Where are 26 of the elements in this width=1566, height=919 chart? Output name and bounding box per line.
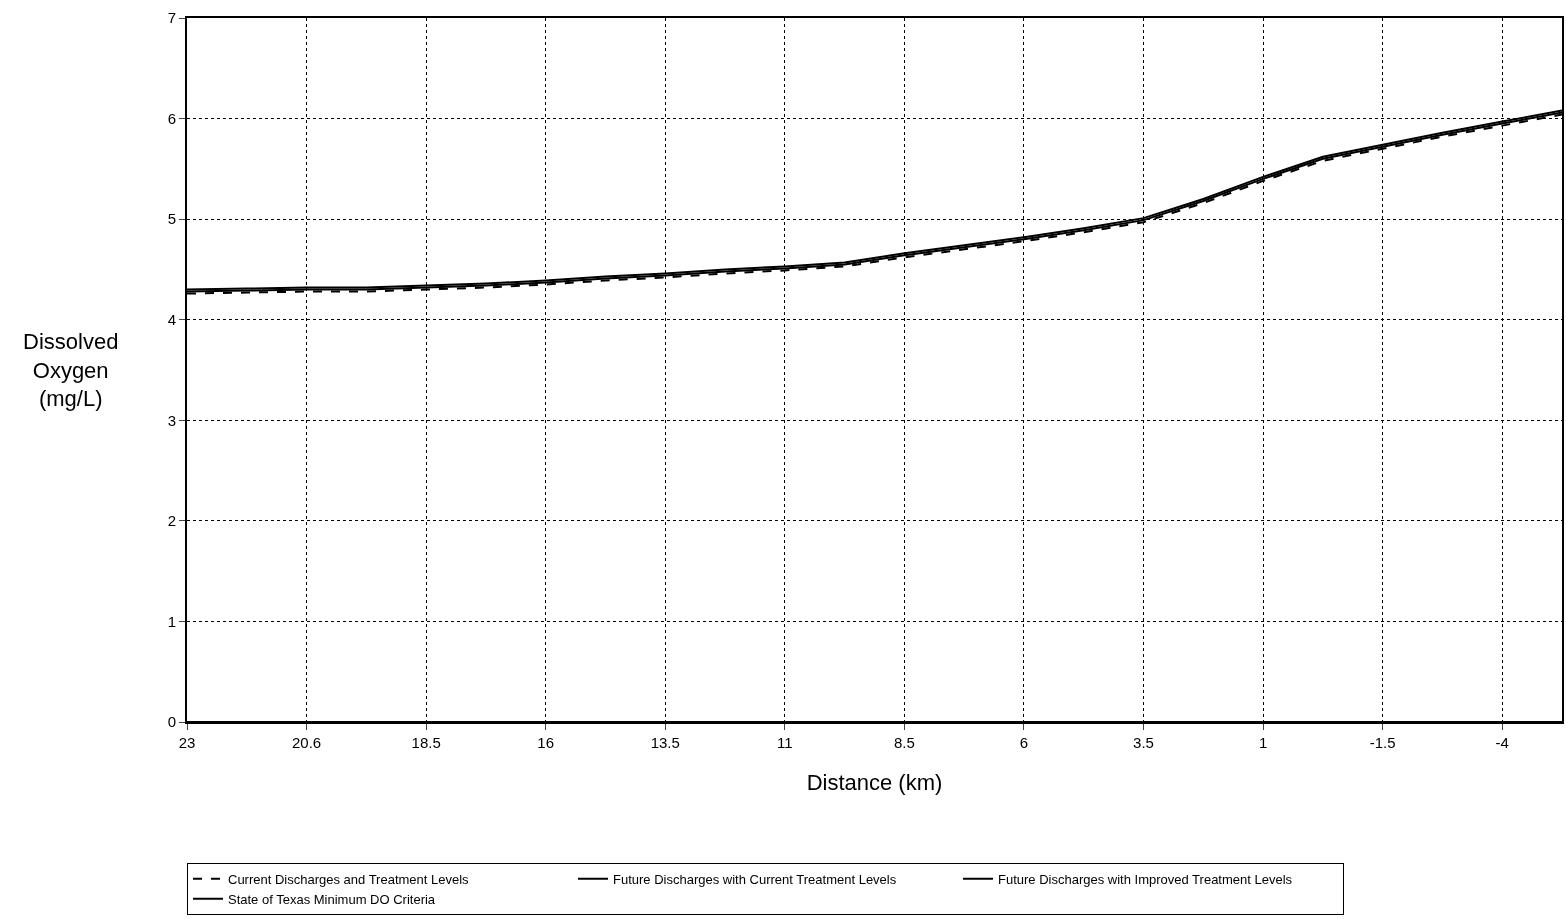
y-tick-label: 0 [167,713,176,731]
x-tick-label: 1 [1258,734,1268,751]
x-tick-label: 6 [1019,734,1029,751]
y-axis-title: Dissolved Oxygen (mg/L) [23,329,119,412]
legend-label: State of Texas Minimum DO Criteria [228,891,436,907]
y-tick-label: 7 [167,9,176,27]
x-tick-label: 8.5 [893,734,915,751]
x-tick-label: 16 [537,734,555,751]
y-tick-label: 4 [167,310,176,328]
x-tick-label: 3.5 [1133,734,1154,751]
y-tick-label: 6 [167,109,176,127]
x-tick-label: 18.5 [411,734,441,751]
y-tick-label: 5 [167,210,176,228]
legend-label: Future Discharges with Current Treatment Levels [613,871,897,887]
y-tick-label: 2 [167,512,176,530]
x-axis-title: Distance (km) [806,770,943,796]
legend-label: Future Discharges with Improved Treatment Levels [998,871,1293,887]
x-tick-label: -1.5 [1369,734,1396,751]
y-tick-label: 1 [167,612,176,630]
x-tick-label: 13.5 [650,734,680,751]
x-tick-label: 11 [777,734,793,751]
x-tick-label: 20.6 [291,734,322,751]
y-tick-label: 3 [167,411,176,429]
legend-label: Current Discharges and Treatment Levels [228,871,470,887]
x-tick-label: -4 [1495,734,1509,751]
x-tick-label: 23 [178,734,196,751]
